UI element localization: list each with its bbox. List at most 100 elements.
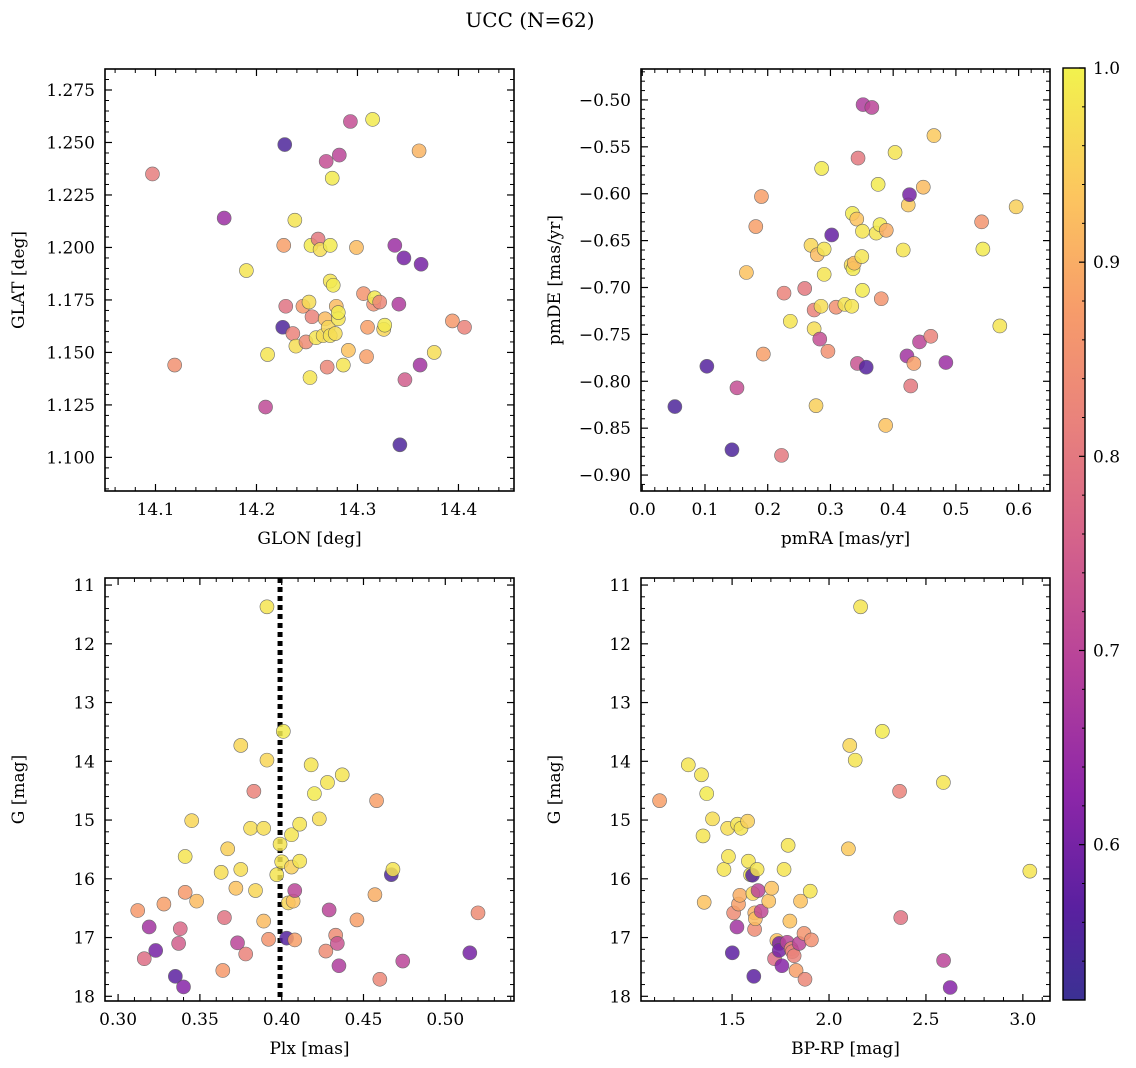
scatter-point: [233, 862, 249, 877]
scatter-point: [259, 599, 275, 615]
scatter-point: [873, 291, 889, 307]
y-tick-label: 1.175: [46, 291, 95, 311]
y-tick-label: 14: [609, 752, 631, 772]
scatter-point: [820, 343, 836, 359]
colorbar-tick-label: 1.0: [1093, 59, 1120, 79]
scatter-point: [746, 969, 762, 984]
scatter-point: [269, 867, 285, 882]
scatter-point: [748, 219, 764, 234]
x-tick-label: 0.5: [942, 500, 969, 520]
scatter-point: [130, 903, 146, 918]
scatter-point: [855, 223, 870, 239]
scatter-point: [721, 849, 736, 864]
x-tick-label: 14.1: [137, 500, 175, 520]
scatter-point: [445, 313, 460, 329]
scatter-points: [145, 112, 472, 453]
scatter-point: [145, 166, 160, 182]
scatter-point: [812, 331, 828, 347]
scatter-point: [217, 910, 232, 925]
scatter-point: [330, 305, 346, 320]
scatter-point: [902, 187, 917, 202]
scatter-point: [878, 418, 893, 433]
scatter-point: [256, 820, 271, 836]
scatter-point: [320, 775, 335, 790]
scatter-point: [808, 398, 824, 413]
scatter-point: [870, 177, 886, 192]
x-tick-label: 0.50: [426, 1010, 464, 1030]
scatter-point: [849, 211, 865, 227]
scatter-point: [230, 935, 245, 951]
scatter-point: [184, 813, 200, 828]
scatter-point: [359, 349, 374, 364]
scatter-points: [652, 599, 1038, 995]
scatter-point: [774, 448, 789, 463]
scatter-point: [321, 902, 337, 918]
scatter-point: [331, 958, 347, 974]
scatter-point: [804, 932, 819, 948]
y-tick-label: 12: [609, 635, 631, 655]
scatter-point: [782, 913, 798, 929]
scatter-point: [325, 277, 341, 293]
y-tick-label: −0.55: [579, 138, 631, 158]
scatter-point: [696, 894, 712, 910]
scatter-point: [327, 326, 343, 341]
scatter-point: [878, 222, 894, 238]
y-tick-label: 11: [73, 576, 95, 596]
scatter-point: [349, 240, 364, 255]
scatter-point: [172, 921, 188, 937]
scatter-point: [753, 903, 769, 919]
scatter-point: [349, 912, 365, 928]
y-tick-label: 18: [73, 987, 95, 1007]
y-tick-label: 17: [73, 929, 95, 949]
scatter-point: [749, 862, 765, 877]
scatter-point: [343, 114, 358, 129]
scatter-point: [936, 775, 951, 790]
scatter-point: [302, 370, 318, 385]
scatter-point: [774, 958, 790, 974]
scatter-point: [387, 238, 403, 253]
scatter-point: [292, 816, 307, 832]
y-tick-label: 1.225: [46, 186, 95, 206]
y-tick-label: −0.80: [579, 372, 631, 392]
scatter-point: [853, 599, 868, 615]
scatter-point: [1022, 863, 1038, 879]
ticks: [641, 578, 1050, 1001]
scatter-point: [695, 828, 711, 844]
scatter-point: [171, 936, 186, 951]
scatter-point: [136, 951, 152, 967]
scatter-point: [167, 357, 182, 373]
scatter-point: [875, 724, 890, 739]
scatter-point: [729, 919, 745, 935]
x-tick-label: 0.1: [691, 500, 718, 520]
scatter-point: [761, 893, 777, 909]
scatter-point: [938, 355, 954, 370]
scatter-point: [277, 137, 293, 152]
y-tick-label: 1.200: [46, 238, 95, 258]
scatter-point: [148, 943, 164, 958]
scatter-point: [318, 943, 334, 959]
scatter-point: [216, 210, 232, 226]
y-tick-label: −0.65: [579, 232, 631, 252]
x-axis-label: BP-RP [mag]: [791, 1039, 900, 1059]
y-axis-label: GLAT [deg]: [9, 231, 29, 329]
scatter-point: [462, 945, 478, 961]
panels: 14.1 14.2 14.3 14.4 1.100 1.125 1.150 1.175 1.20…: [9, 68, 1051, 1059]
scatter-point: [782, 313, 798, 329]
scatter-point: [786, 948, 802, 964]
scatter-point: [287, 883, 303, 898]
scatter-point: [855, 283, 870, 298]
scatter-points: [130, 599, 486, 995]
axes-frame: [640, 68, 1051, 492]
scatter-point: [239, 263, 254, 278]
scatter-point: [248, 883, 263, 898]
scatter-point: [739, 265, 754, 280]
scatter-point: [844, 298, 860, 314]
scatter-point: [360, 319, 375, 335]
scatter-point: [816, 267, 832, 282]
scatter-point: [341, 343, 356, 358]
scatter-point: [854, 249, 870, 264]
colorbar: 0.6 0.7 0.8 0.9 1.0: [1062, 59, 1120, 1001]
y-tick-label: 14: [73, 752, 95, 772]
scatter-point: [841, 841, 856, 857]
y-tick-label: −0.50: [579, 91, 631, 111]
